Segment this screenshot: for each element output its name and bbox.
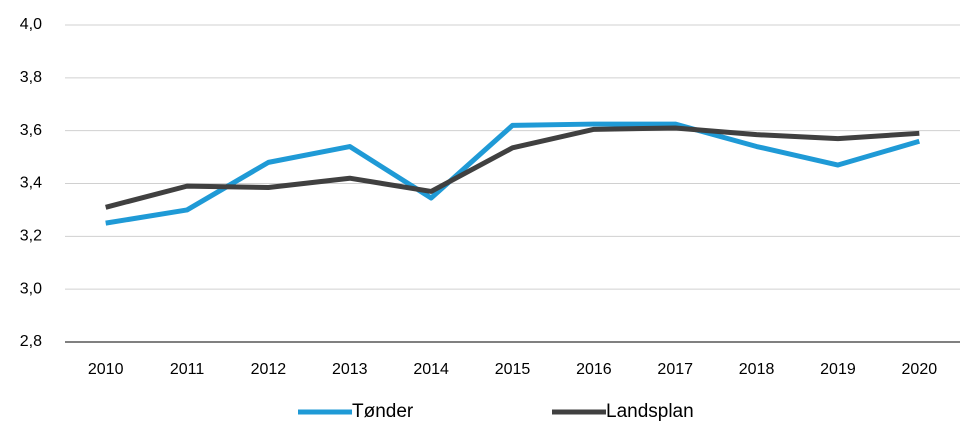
x-tick-label: 2014 <box>413 361 449 378</box>
legend-label: Tønder <box>352 401 414 422</box>
x-tick-label: 2013 <box>332 361 368 378</box>
y-tick-label: 3,8 <box>20 69 42 86</box>
y-tick-label: 3,6 <box>20 122 42 139</box>
y-tick-label: 3,0 <box>20 280 42 297</box>
x-tick-label: 2011 <box>170 361 205 378</box>
line-series <box>105 125 920 210</box>
y-tick-label: 3,2 <box>20 228 42 245</box>
x-tick-label: 2016 <box>576 361 612 378</box>
y-tick-label: 2,8 <box>20 333 42 350</box>
x-tick-label: 2015 <box>495 361 531 378</box>
x-tick-label: 2010 <box>88 361 124 378</box>
y-tick-label: 3,4 <box>20 175 42 192</box>
x-tick-label: 2018 <box>739 361 775 378</box>
legend-label: Landsplan <box>606 401 694 422</box>
x-tick-label: 2019 <box>820 361 856 378</box>
x-tick-label: 2012 <box>251 361 287 378</box>
y-tick-label: 4,0 <box>20 16 42 33</box>
x-tick-label: 2017 <box>657 361 693 378</box>
line-series <box>105 121 921 226</box>
x-tick-label: 2020 <box>902 361 938 378</box>
